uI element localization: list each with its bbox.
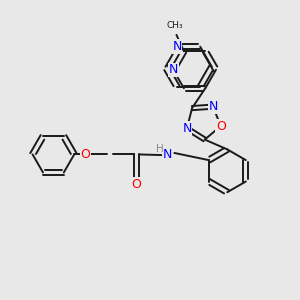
Text: O: O xyxy=(132,178,142,191)
Text: H: H xyxy=(156,144,164,154)
Text: CH₃: CH₃ xyxy=(167,21,183,30)
Text: N: N xyxy=(182,122,192,135)
Text: N: N xyxy=(172,40,182,53)
Text: N: N xyxy=(169,63,178,76)
Text: N: N xyxy=(163,148,172,161)
Text: N: N xyxy=(208,100,218,113)
Text: O: O xyxy=(80,148,90,161)
Text: O: O xyxy=(216,120,226,133)
